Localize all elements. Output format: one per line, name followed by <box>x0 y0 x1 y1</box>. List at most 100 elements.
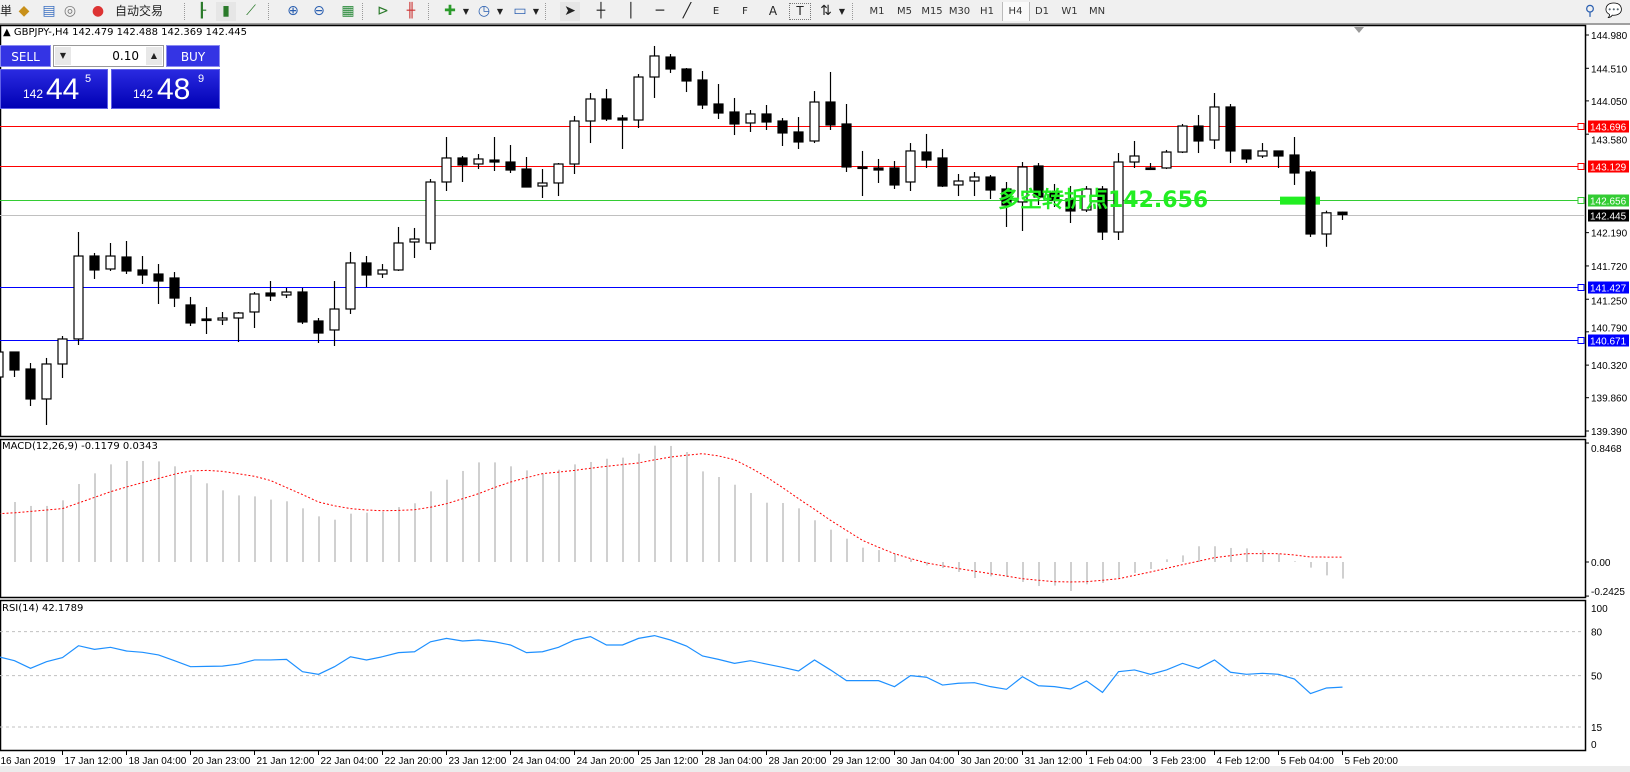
level-price-tag <box>1588 194 1629 207</box>
chevron-down-icon[interactable]: ▼ <box>496 7 504 16</box>
chart-shift-icon[interactable]: ╫ <box>406 3 416 19</box>
buy-price-button[interactable]: 142 48 9 <box>111 69 220 109</box>
navigator-icon[interactable]: ▤ <box>42 3 56 19</box>
time-tick-label: 22 Jan 04:00 <box>321 756 379 767</box>
vertical-line-icon[interactable]: │ <box>626 3 636 19</box>
macd-pane-frame <box>0 438 1587 599</box>
candle-bear <box>201 318 212 322</box>
candle-bear <box>1193 125 1204 142</box>
candle-bear <box>1273 150 1284 157</box>
rsi-tick-label: 15 <box>1591 723 1603 734</box>
triangle-up-icon: ▲ <box>3 27 11 38</box>
fibonacci-icon[interactable]: E <box>706 2 726 21</box>
trendline-icon[interactable]: ╱ <box>682 3 692 19</box>
periods-icon[interactable]: ◷ <box>477 3 491 19</box>
sell-button[interactable]: SELL <box>0 45 51 67</box>
lot-decrease-button[interactable]: ▼ <box>55 47 71 65</box>
chat-icon[interactable]: 💬 <box>1605 3 1623 19</box>
candle-bull <box>345 262 356 310</box>
menu-fragment[interactable]: 単 <box>0 4 13 18</box>
level-price-label: 142.656 <box>1590 197 1627 208</box>
time-tick-label: 24 Jan 04:00 <box>513 756 571 767</box>
fibo-fan-icon[interactable]: F <box>735 2 755 21</box>
sell-price-button[interactable]: 142 44 5 <box>0 69 108 109</box>
text-icon[interactable]: A <box>763 2 783 21</box>
candle-bull <box>745 113 756 124</box>
bar-chart-icon[interactable]: ┠ <box>197 3 207 19</box>
candle-bear <box>617 117 628 121</box>
rsi-line <box>0 634 1343 695</box>
rsi-label: RSI(14) 42.1789 <box>2 603 84 614</box>
tile-windows-icon[interactable]: ▦ <box>341 3 355 19</box>
indicators-icon[interactable]: ✚ <box>444 3 456 19</box>
sell-price-sup: 5 <box>85 73 92 85</box>
candle-bull <box>57 338 68 365</box>
zoom-in-icon[interactable]: ⊕ <box>287 3 299 19</box>
price-tick-label: 139.390 <box>1591 427 1628 438</box>
candle-bear <box>361 262 372 276</box>
fib-f-label: F <box>742 6 748 17</box>
horizontal-line-icon[interactable]: ─ <box>655 3 665 19</box>
sell-price-big: 44 <box>46 73 80 106</box>
period-w1[interactable]: W1 <box>1061 6 1078 17</box>
period-mn[interactable]: MN <box>1088 6 1106 17</box>
time-tick-label: 5 Feb 04:00 <box>1281 756 1335 767</box>
zoom-out-icon[interactable]: ⊖ <box>313 3 325 19</box>
chevron-down-icon[interactable]: ▼ <box>532 7 540 16</box>
auto-trading-icon[interactable]: ● <box>91 3 105 19</box>
candle-bear <box>297 291 308 323</box>
price-tick-label: 144.980 <box>1591 31 1628 42</box>
period-h1[interactable]: H1 <box>980 6 994 17</box>
price-tick-label: 144.510 <box>1591 64 1628 75</box>
lot-increase-button[interactable]: ▲ <box>146 47 162 65</box>
period-d1[interactable]: D1 <box>1034 6 1050 17</box>
time-tick-label: 30 Jan 20:00 <box>961 756 1019 767</box>
time-tick-label: 3 Feb 23:00 <box>1153 756 1207 767</box>
crosshair-icon[interactable]: ┼ <box>596 3 606 19</box>
candle-bull <box>809 101 820 142</box>
rsi-tick-label: 80 <box>1591 628 1603 639</box>
period-m30[interactable]: M30 <box>948 6 971 17</box>
arrows-icon[interactable]: ⇅ <box>820 3 832 19</box>
period-m15[interactable]: M15 <box>921 6 943 17</box>
candle-bear <box>921 151 932 161</box>
line-chart-icon[interactable]: ⟋ <box>246 3 256 19</box>
time-tick-label: 25 Jan 12:00 <box>641 756 699 767</box>
candle-bull <box>633 76 644 121</box>
chevron-down-icon[interactable]: ▼ <box>462 7 470 16</box>
time-tick-label: 30 Jan 04:00 <box>897 756 955 767</box>
period-m5[interactable]: M5 <box>897 6 912 17</box>
lot-size-input[interactable] <box>74 47 143 65</box>
level-price-tag <box>1588 334 1629 347</box>
buy-price-prefix: 142 <box>133 87 154 101</box>
sell-price-prefix: 142 <box>23 87 44 101</box>
auto-trading-button[interactable]: 自动交易 <box>114 4 163 18</box>
candle-bull <box>1209 106 1220 141</box>
cursor-icon[interactable]: ➤ <box>560 2 580 21</box>
candle-bear <box>265 292 276 297</box>
search-icon[interactable]: ⚲ <box>1584 3 1596 19</box>
candle-bear <box>1225 106 1236 152</box>
period-h4[interactable]: H4 <box>1001 2 1030 21</box>
candlestick-icon[interactable]: ▮ <box>216 2 236 21</box>
candle-bear <box>521 168 532 188</box>
level-handle <box>1577 337 1585 344</box>
candle-bear <box>761 113 772 123</box>
candle-bear <box>121 256 132 272</box>
candle-bear <box>1001 188 1012 206</box>
main-pane-frame <box>0 24 1587 438</box>
buy-button[interactable]: BUY <box>166 45 220 67</box>
terminal-icon[interactable]: ◎ <box>63 3 77 19</box>
text-label-icon[interactable]: T <box>789 3 811 20</box>
auto-scroll-icon[interactable]: ⊳ <box>377 3 389 19</box>
time-tick-label: 21 Jan 12:00 <box>257 756 315 767</box>
time-tick-label: 20 Jan 23:00 <box>193 756 251 767</box>
level-handle <box>1577 284 1585 291</box>
candle-bull <box>537 182 548 187</box>
chevron-down-icon[interactable]: ▼ <box>838 7 846 16</box>
templates-icon[interactable]: ▭ <box>513 3 527 19</box>
period-m1[interactable]: M1 <box>869 6 885 17</box>
market-watch-icon[interactable]: ◆ <box>18 3 30 19</box>
level-price-label: 143.129 <box>1590 163 1627 174</box>
